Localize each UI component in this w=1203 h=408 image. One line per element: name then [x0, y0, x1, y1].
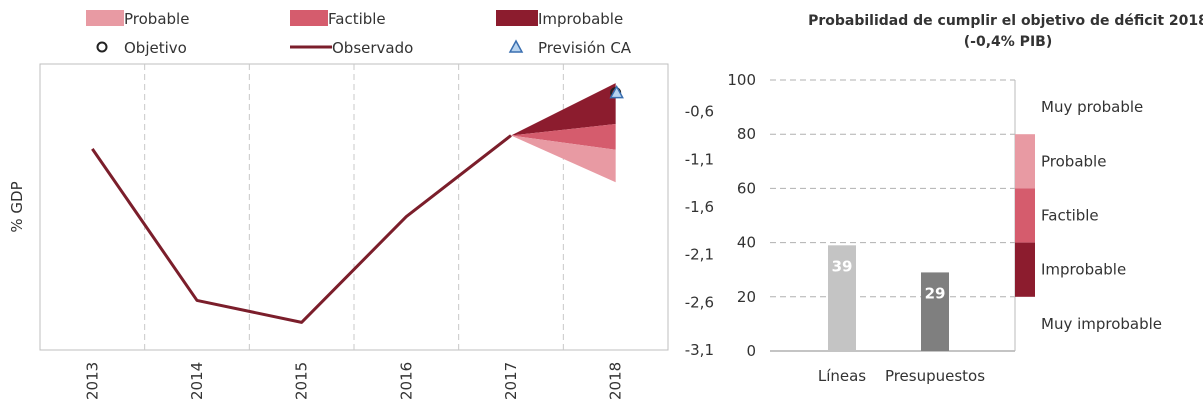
bar-presupuestos: [921, 272, 949, 351]
observed-line: [91, 134, 512, 324]
legend-swatch-objetivo: [96, 41, 108, 53]
y-tick-label: 20: [737, 288, 756, 306]
scale-band-factible: [1015, 188, 1035, 243]
legend-label: Observado: [332, 39, 413, 57]
y-axis-label: % GDP: [8, 181, 26, 232]
bar-líneas: [828, 245, 856, 351]
legend-swatch-probable: [86, 10, 124, 26]
deficit-line-chart: -0,6 -1,1 -1,6 -2,1 -2,6 -3,1 2013 2014 2015 2016…: [8, 10, 714, 400]
probability-bar-chart: Probabilidad de cumplir el objetivo de d…: [727, 13, 1203, 385]
legend-label: Objetivo: [124, 39, 187, 57]
y-tick-label: 0: [746, 342, 756, 360]
legend-label: Probable: [124, 10, 189, 28]
x-tick-label: 2016: [397, 362, 415, 400]
fan-band-factible: [511, 124, 616, 150]
scale-label: Muy probable: [1041, 98, 1143, 116]
scale-label: Probable: [1041, 152, 1106, 170]
legend-label: Factible: [328, 10, 386, 28]
y-tick-label: 60: [737, 179, 756, 197]
x-tick-label: 2015: [293, 362, 311, 400]
scale-band-probable: [1015, 134, 1035, 189]
y-tick-label: -2,6: [685, 293, 714, 311]
x-tick-label: 2018: [607, 362, 625, 400]
chart-subtitle: (-0,4% PIB): [964, 34, 1052, 50]
scale-label: Improbable: [1041, 261, 1126, 279]
scale-label: Muy improbable: [1041, 315, 1162, 333]
legend-label: Previsión CA: [538, 39, 632, 57]
bar-value-label: 29: [925, 284, 946, 302]
legend-swatch-prevision: [508, 39, 524, 53]
legend-swatch-improbable: [496, 10, 538, 26]
y-tick-label: -0,6: [685, 103, 714, 121]
fan-band-improbable: [511, 83, 616, 136]
y-tick-label: -1,1: [685, 150, 714, 168]
y-tick-label: -3,1: [685, 341, 714, 359]
bar-value-label: 39: [832, 257, 853, 275]
x-tick-label: 2013: [83, 362, 101, 400]
scale-label: Factible: [1041, 207, 1099, 225]
y-tick-label: -1,6: [685, 198, 714, 216]
x-tick-label: 2017: [502, 362, 520, 400]
chart-title: Probabilidad de cumplir el objetivo de d…: [808, 13, 1203, 29]
x-category-label: Presupuestos: [885, 367, 985, 385]
x-tick-label: 2014: [188, 362, 206, 400]
scale-band-improbable: [1015, 242, 1035, 297]
prevision-ca-marker: [609, 85, 624, 99]
legend-label: Improbable: [538, 10, 623, 28]
y-tick-label: 80: [737, 125, 756, 143]
y-tick-label: -2,1: [685, 246, 714, 264]
legend-swatch-factible: [290, 10, 328, 26]
y-tick-label: 40: [737, 234, 756, 252]
y-tick-label: 100: [727, 71, 756, 89]
fan-band-probable: [511, 135, 616, 183]
x-category-label: Líneas: [818, 367, 866, 385]
